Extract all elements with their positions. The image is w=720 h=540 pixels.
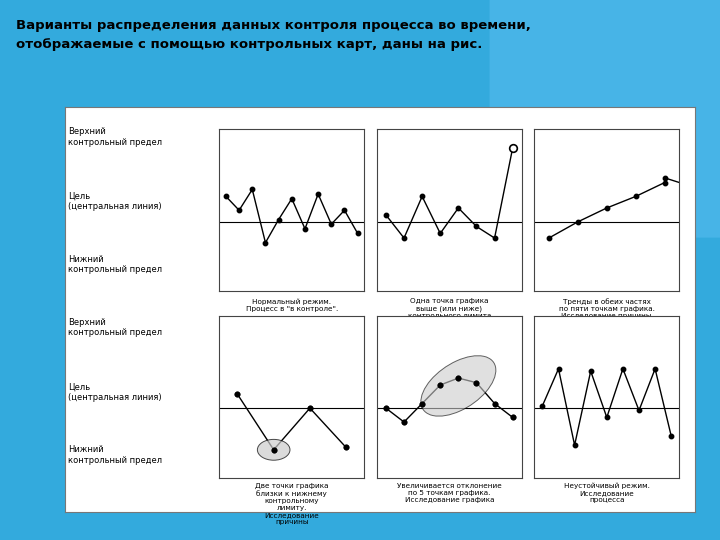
Text: отображаемые с помощью контрольных карт, даны на рис.: отображаемые с помощью контрольных карт,…	[16, 38, 482, 51]
Text: Нормальный режим.
Процесс в "в контроле".: Нормальный режим. Процесс в "в контроле"…	[246, 298, 338, 312]
Text: Нижний
контрольный предел: Нижний контрольный предел	[68, 255, 162, 274]
Text: Нижний
контрольный предел: Нижний контрольный предел	[68, 445, 162, 464]
Text: Увеличивается отклонение
по 5 точкам графика.
Исследование графика: Увеличивается отклонение по 5 точкам гра…	[397, 483, 502, 503]
Text: Верхний
контрольный предел: Верхний контрольный предел	[68, 318, 162, 337]
Text: Две точки графика
близки к нижнему
контрольному
лимиту.
Исследование
причины: Две точки графика близки к нижнему контр…	[255, 483, 328, 525]
Text: Одна точка графика
выше (или ниже)
контрольного лимита: Одна точка графика выше (или ниже) контр…	[408, 298, 491, 319]
Text: Неустойчивый режим.
Исследование
процесса: Неустойчивый режим. Исследование процесс…	[564, 483, 649, 503]
Text: Цель
(центральная линия): Цель (центральная линия)	[68, 382, 162, 402]
FancyBboxPatch shape	[490, 0, 720, 238]
Text: Цель
(центральная линия): Цель (центральная линия)	[68, 192, 162, 212]
Text: Верхний
контрольный предел: Верхний контрольный предел	[68, 127, 162, 147]
Text: Варианты распределения данных контроля процесса во времени,: Варианты распределения данных контроля п…	[16, 19, 531, 32]
Ellipse shape	[421, 356, 496, 416]
Ellipse shape	[257, 440, 290, 460]
Text: Тренды в обеих частях
по пяти точкам графика.
Исследование причины
прогрессивных: Тренды в обеих частях по пяти точкам гра…	[550, 298, 663, 349]
